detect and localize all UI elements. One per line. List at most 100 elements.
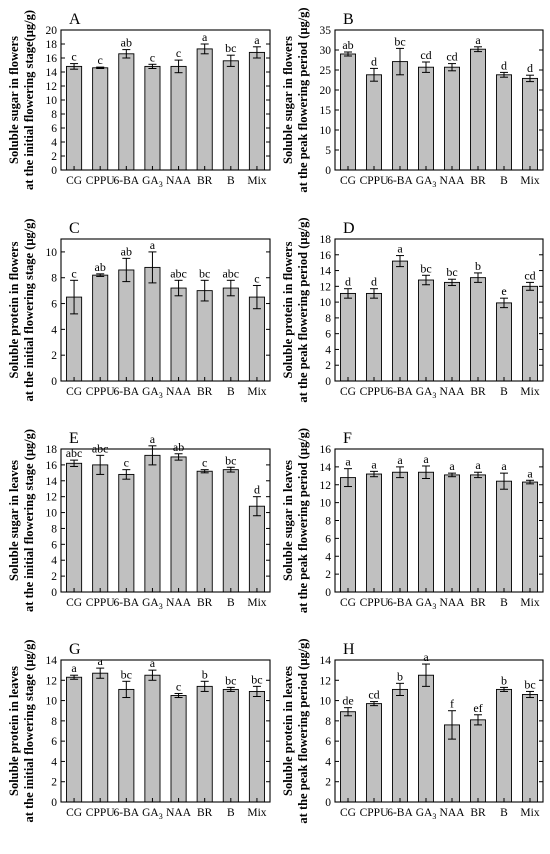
bar (222, 60, 239, 171)
bar (470, 474, 486, 593)
x-tick-label: CG (66, 807, 82, 819)
x-tick-label: 6-BA (114, 597, 140, 609)
x-tick-label: GA3 (142, 807, 163, 821)
bar (222, 287, 239, 382)
significance-letter: bc (394, 34, 405, 48)
x-tick-label: CPPU (86, 807, 115, 819)
significance-letter: c (71, 266, 76, 280)
panel-letter: G (69, 641, 81, 658)
bar (170, 65, 187, 171)
bar (92, 672, 109, 803)
bar (196, 470, 213, 593)
y-axis-label: Soluble protein in flowersat the initial… (7, 218, 36, 401)
significance-letter: a (202, 30, 208, 44)
bar (66, 676, 83, 803)
x-tick-label: B (500, 175, 508, 187)
x-tick-label: 6-BA (387, 175, 413, 187)
y-tick-label: 0 (325, 587, 331, 599)
panel-letter: A (69, 11, 81, 28)
significance-letter: bc (199, 266, 210, 280)
y-tick-label: 6 (325, 533, 331, 545)
significance-letter: d (527, 61, 533, 75)
y-tick-label: 2 (325, 569, 331, 581)
y-axis-label: Soluble protein in leavesat the peak flo… (281, 638, 310, 823)
x-tick-label: GA3 (416, 807, 437, 821)
significance-letter: a (254, 33, 260, 47)
significance-letter: c (98, 53, 103, 67)
bar (418, 279, 434, 382)
significance-letter: d (371, 54, 377, 68)
bar (222, 469, 239, 593)
y-tick-label: 2 (325, 777, 331, 789)
y-tick-label: 12 (46, 81, 58, 93)
significance-letter: a (423, 650, 429, 664)
bar (248, 690, 265, 803)
bar (470, 48, 486, 171)
significance-letter: ab (95, 260, 106, 274)
significance-letter: b (501, 673, 507, 687)
bar (418, 674, 434, 803)
y-tick-label: 8 (51, 523, 57, 535)
y-tick-label: 15 (320, 105, 332, 117)
x-tick-label: CPPU (360, 175, 389, 187)
x-tick-label: Mix (520, 807, 539, 819)
significance-letter: c (124, 456, 129, 470)
bar (66, 65, 83, 171)
x-tick-label: CG (340, 175, 356, 187)
x-tick-label: CPPU (86, 175, 115, 187)
y-axis-label: Soluble sugar in flowersat the initial f… (7, 10, 36, 190)
significance-letter: abc (222, 266, 239, 280)
panel-e: E 0 2 4 6 8 10 12 14 16 18 abc CG abc CPPU c 6-BA a GA3 ab N… (7, 429, 271, 612)
y-tick-label: 25 (320, 65, 332, 77)
significance-letter: abc (66, 446, 83, 460)
bar (170, 695, 187, 803)
significance-letter: d (345, 275, 351, 289)
significance-letter: bc (524, 677, 535, 691)
x-tick-label: BR (197, 807, 213, 819)
y-tick-label: 35 (320, 25, 332, 37)
significance-letter: b (475, 259, 481, 273)
y-tick-label: 14 (320, 462, 332, 474)
x-tick-label: B (227, 807, 235, 819)
x-tick-label: BR (470, 175, 486, 187)
x-tick-label: NAA (166, 386, 192, 398)
y-tick-label: 6 (325, 736, 331, 748)
x-tick-label: GA3 (416, 386, 437, 400)
y-axis-label: Soluble sugar in leavesat the peak flowe… (281, 428, 310, 613)
bar (444, 281, 460, 382)
significance-letter: ef (473, 701, 482, 715)
plot-frame (334, 659, 544, 803)
y-tick-label: 10 (46, 247, 58, 259)
bar (248, 51, 265, 171)
significance-letter: a (150, 656, 156, 670)
y-tick-label: 6 (51, 736, 57, 748)
y-tick-label: 8 (325, 716, 331, 728)
x-tick-label: BR (470, 386, 486, 398)
y-tick-label: 10 (46, 508, 58, 520)
x-tick-label: BR (470, 807, 486, 819)
bar (248, 296, 265, 382)
x-tick-label: BR (197, 386, 213, 398)
bar (144, 65, 161, 171)
bar (366, 703, 382, 803)
x-tick-label: CPPU (86, 386, 115, 398)
y-tick-label: 16 (320, 250, 332, 262)
significance-letter: d (371, 275, 377, 289)
y-tick-label: 0 (325, 376, 331, 388)
bar (144, 454, 161, 593)
x-tick-label: BR (197, 175, 213, 187)
y-tick-label: 12 (320, 675, 332, 687)
significance-letter: a (397, 242, 403, 256)
x-tick-label: CG (66, 386, 82, 398)
bar (522, 481, 538, 593)
plot-frame (334, 238, 544, 382)
significance-letter: bc (121, 667, 132, 681)
y-tick-label: 18 (46, 39, 58, 51)
x-tick-label: NAA (166, 597, 192, 609)
x-tick-label: GA3 (142, 175, 163, 189)
bar (222, 688, 239, 803)
y-tick-label: 16 (46, 53, 58, 65)
y-tick-label: 8 (51, 716, 57, 728)
significance-letter: ab (173, 440, 184, 454)
bar (170, 456, 187, 593)
